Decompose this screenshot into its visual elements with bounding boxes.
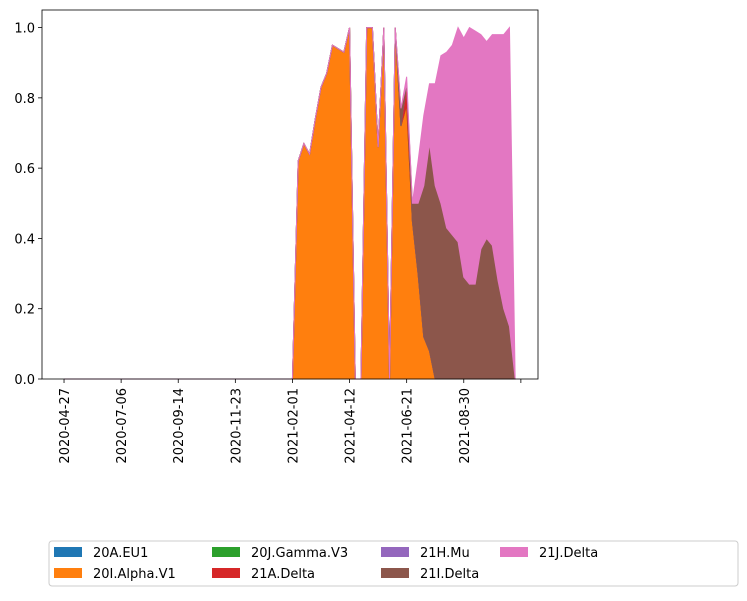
legend-label: 21H.Mu	[420, 546, 470, 561]
x-tick-label: 2020-04-27	[58, 388, 73, 464]
legend-swatch	[54, 568, 82, 578]
y-tick-label: 0.4	[14, 232, 35, 247]
legend-swatch	[212, 547, 240, 557]
y-tick-label: 0.2	[14, 303, 35, 318]
legend-label: 21A.Delta	[251, 567, 315, 582]
x-tick-label: 2020-09-14	[172, 388, 187, 464]
legend-swatch	[381, 568, 409, 578]
plot-frame	[41, 9, 539, 380]
legend-label: 20J.Gamma.V3	[251, 546, 348, 561]
y-tick-label: 0.8	[14, 92, 35, 107]
legend-label: 20I.Alpha.V1	[93, 567, 176, 582]
legend-label: 20A.EU1	[93, 546, 148, 561]
legend-swatch	[381, 547, 409, 557]
legend-label: 21I.Delta	[420, 567, 479, 582]
legend-swatch	[500, 547, 528, 557]
x-tick-label: 2021-08-30	[458, 388, 473, 464]
x-tick-label: 2021-06-21	[401, 388, 416, 464]
y-tick-label: 0.0	[14, 373, 35, 388]
y-tick-label: 1.0	[14, 22, 35, 37]
legend-swatch	[54, 547, 82, 557]
x-tick-label: 2021-04-12	[344, 388, 359, 464]
x-tick-label: 2021-02-01	[286, 388, 301, 464]
legend-swatch	[212, 568, 240, 578]
legend-label: 21J.Delta	[539, 546, 598, 561]
x-tick-label: 2020-11-23	[229, 388, 244, 464]
x-tick-label: 2020-07-06	[115, 388, 130, 464]
y-tick-label: 0.6	[14, 162, 35, 177]
